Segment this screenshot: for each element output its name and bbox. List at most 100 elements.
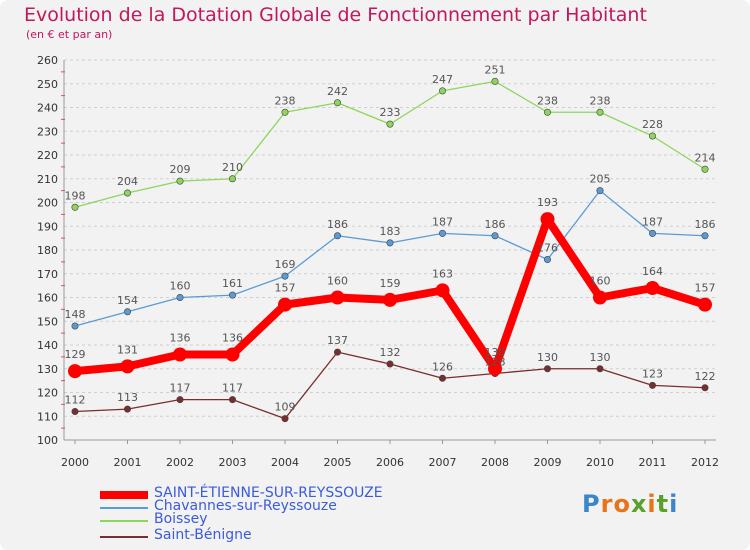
data-point-chavannes-sur-reyssouze <box>229 291 237 299</box>
x-tick-label: 2000 <box>61 456 89 469</box>
data-point-boissey <box>701 165 709 173</box>
data-point-saint-b-nigne <box>543 365 551 373</box>
data-label-chavannes-sur-reyssouze: 161 <box>222 277 243 290</box>
y-tick-label: 220 <box>37 149 58 162</box>
data-point-chavannes-sur-reyssouze <box>543 255 551 263</box>
data-point-saint-tienne-sur-reyssouze <box>68 364 82 379</box>
data-label-saint-tienne-sur-reyssouze: 131 <box>117 343 138 356</box>
data-point-saint-b-nigne <box>386 360 394 368</box>
y-tick-label: 240 <box>37 102 58 115</box>
x-tick-label: 2010 <box>586 456 614 469</box>
data-label-saint-tienne-sur-reyssouze: 157 <box>275 282 296 295</box>
data-point-saint-tienne-sur-reyssouze <box>645 281 660 295</box>
data-point-boissey <box>124 189 132 197</box>
data-point-boissey <box>438 87 446 95</box>
data-label-saint-tienne-sur-reyssouze: 136 <box>222 332 243 345</box>
data-label-saint-b-nigne: 113 <box>117 391 138 404</box>
data-label-saint-b-nigne: 117 <box>170 382 191 395</box>
data-point-saint-tienne-sur-reyssouze <box>225 347 240 362</box>
legend-label: SAINT-ÉTIENNE-SUR-REYSSOUZE <box>154 485 383 501</box>
data-point-chavannes-sur-reyssouze <box>281 272 289 280</box>
data-label-chavannes-sur-reyssouze: 187 <box>642 215 663 228</box>
data-point-boissey <box>543 108 551 116</box>
data-point-chavannes-sur-reyssouze <box>71 322 79 330</box>
data-label-saint-b-nigne: 137 <box>327 334 348 347</box>
data-point-saint-tienne-sur-reyssouze <box>698 297 712 312</box>
data-point-saint-tienne-sur-reyssouze <box>540 212 555 227</box>
y-tick-label: 250 <box>37 78 58 91</box>
data-label-boissey: 233 <box>380 106 401 119</box>
data-label-saint-tienne-sur-reyssouze: 163 <box>432 267 453 280</box>
y-tick-label: 170 <box>37 268 58 281</box>
data-point-boissey <box>229 175 237 183</box>
data-point-saint-b-nigne <box>229 396 237 404</box>
data-label-chavannes-sur-reyssouze: 186 <box>485 218 506 231</box>
logo-letter: P <box>582 490 601 518</box>
legend-swatch <box>100 520 148 522</box>
data-label-boissey: 238 <box>590 94 611 107</box>
y-tick-label: 130 <box>37 363 58 376</box>
data-label-chavannes-sur-reyssouze: 160 <box>170 280 191 293</box>
data-label-boissey: 238 <box>275 94 296 107</box>
data-point-saint-tienne-sur-reyssouze <box>383 292 397 307</box>
data-point-boissey <box>596 108 604 116</box>
logo-letter: r <box>600 490 614 518</box>
data-point-saint-b-nigne <box>124 405 132 413</box>
data-label-saint-b-nigne: 130 <box>537 351 558 364</box>
data-label-saint-tienne-sur-reyssouze: 160 <box>327 275 348 288</box>
data-label-saint-tienne-sur-reyssouze: 157 <box>695 282 716 295</box>
data-label-saint-tienne-sur-reyssouze: 136 <box>170 332 191 345</box>
y-tick-label: 160 <box>37 292 58 305</box>
x-tick-label: 2009 <box>534 456 562 469</box>
y-tick-label: 150 <box>37 315 58 328</box>
data-label-saint-b-nigne: 109 <box>275 401 296 414</box>
data-label-saint-tienne-sur-reyssouze: 164 <box>642 265 663 278</box>
data-point-chavannes-sur-reyssouze <box>491 232 499 240</box>
data-point-saint-b-nigne <box>438 374 446 382</box>
data-point-saint-tienne-sur-reyssouze <box>488 361 502 376</box>
data-labels: 148 154 160 161 169 186 183 187 186 176 205 187 186 1… <box>65 63 716 413</box>
data-label-saint-b-nigne: 132 <box>380 346 401 359</box>
y-tick-label: 100 <box>37 434 58 447</box>
data-point-chavannes-sur-reyssouze <box>176 293 184 301</box>
data-point-saint-b-nigne <box>333 348 341 356</box>
data-point-boissey <box>71 203 79 211</box>
data-point-chavannes-sur-reyssouze <box>596 187 604 195</box>
data-label-chavannes-sur-reyssouze: 187 <box>432 215 453 228</box>
proxiti-logo: Proxiti <box>582 490 678 518</box>
data-point-boissey <box>648 132 656 140</box>
data-label-saint-b-nigne: 112 <box>65 394 86 407</box>
data-label-saint-tienne-sur-reyssouze: 129 <box>65 348 86 361</box>
y-tick-label: 210 <box>37 173 58 186</box>
legend-label: Chavannes-sur-Reyssouze <box>154 498 337 514</box>
series-lines <box>68 77 712 423</box>
data-label-chavannes-sur-reyssouze: 186 <box>695 218 716 231</box>
data-point-boissey <box>386 120 394 128</box>
data-label-saint-tienne-sur-reyssouze: 130 <box>485 346 506 359</box>
legend-swatch <box>100 491 148 499</box>
data-label-boissey: 238 <box>537 94 558 107</box>
y-tick-label: 200 <box>37 197 58 210</box>
data-label-chavannes-sur-reyssouze: 186 <box>327 218 348 231</box>
data-label-boissey: 198 <box>65 189 86 202</box>
data-point-saint-tienne-sur-reyssouze <box>173 347 187 362</box>
y-tick-label: 190 <box>37 220 58 233</box>
data-point-chavannes-sur-reyssouze <box>438 229 446 237</box>
y-tick-label: 110 <box>37 410 58 423</box>
x-tick-label: 2008 <box>481 456 509 469</box>
data-label-saint-tienne-sur-reyssouze: 160 <box>590 275 611 288</box>
data-point-saint-tienne-sur-reyssouze <box>120 359 135 374</box>
chart-subtitle: (en € et par an) <box>26 28 113 41</box>
data-label-boissey: 228 <box>642 118 663 131</box>
data-label-boissey: 204 <box>117 175 138 188</box>
data-label-chavannes-sur-reyssouze: 183 <box>380 225 401 238</box>
x-tick-label: 2007 <box>429 456 457 469</box>
data-label-boissey: 242 <box>327 85 348 98</box>
y-tick-label: 120 <box>37 387 58 400</box>
series-line-boissey <box>74 80 706 208</box>
legend-label: Saint-Bénigne <box>154 527 252 543</box>
data-point-saint-tienne-sur-reyssouze <box>330 290 345 305</box>
legend-swatch <box>100 536 148 538</box>
